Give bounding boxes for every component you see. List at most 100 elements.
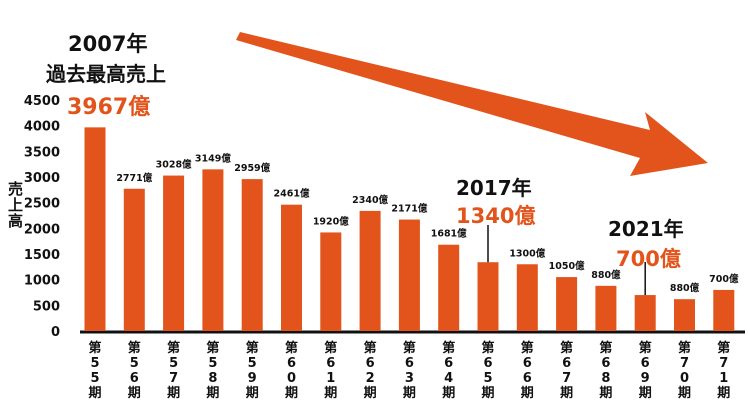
bar [163,175,185,331]
x-tick-label: 6 [562,356,571,371]
y-tick-label: 1500 [24,248,60,263]
bar [595,285,617,331]
x-tick-label: 期 [364,386,377,401]
x-tick-label: 7 [169,371,178,386]
bar [123,188,145,331]
data-label: 700億 [709,273,739,285]
bar [202,169,224,331]
x-tick-label: 期 [324,386,337,401]
annotation-2007-value: 3967億 [67,95,151,120]
bar [556,277,578,331]
x-tick-label: 期 [88,386,101,401]
bar [281,204,302,331]
x-tick-label: 期 [128,386,141,401]
data-label: 2340億 [352,194,388,206]
y-tick-label: 4000 [24,120,60,135]
annotation-2017-value: 1340億 [456,204,536,228]
x-tick-label: 期 [481,386,494,401]
data-label: 1681億 [431,228,467,240]
annotation-2021-year: 2021年 [608,217,684,241]
data-label: 1920億 [313,215,349,227]
x-tick-label: 第 [599,340,612,356]
x-tick-label: 第 [128,340,141,356]
y-tick-label: 500 [33,299,60,314]
data-label: 2771億 [116,172,152,184]
y-tick-label: 1000 [24,274,60,289]
x-tick-label: 9 [248,371,257,386]
data-label: 2959億 [234,162,270,174]
x-tick-label: 第 [206,340,219,356]
annotation-2007-sub: 過去最高売上 [46,62,166,86]
x-tick-label: 第 [481,340,494,356]
x-tick-label: 期 [678,386,691,401]
y-tick-label: 3000 [24,171,60,186]
data-label: 1050億 [549,260,585,272]
x-tick-label: 6 [523,356,532,371]
x-tick-label: 5 [90,371,99,386]
x-tick-label: 第 [167,340,180,356]
x-tick-label: 6 [287,356,296,371]
bar [84,127,106,332]
x-tick-label: 第 [364,340,377,356]
data-label: 2171億 [391,203,427,215]
x-tick-label: 第 [246,340,259,356]
x-tick-label: 8 [208,371,217,386]
bar [634,295,656,331]
bar [398,219,420,331]
x-tick-label: 期 [599,386,612,401]
trend-arrow [236,32,708,176]
x-tick-label: 5 [248,356,257,371]
x-tick-label: 第 [678,340,691,356]
x-tick-label: 6 [366,356,375,371]
x-tick-label: 期 [717,386,730,401]
y-tick-label: 0 [51,325,60,340]
x-tick-label: 8 [601,371,610,386]
x-tick-label: 期 [285,386,298,401]
x-tick-label: 7 [562,371,571,386]
x-tick-label: 期 [639,386,652,401]
x-tick-label: 6 [130,371,139,386]
x-tick-label: 期 [521,386,534,401]
bar [713,289,735,331]
x-tick-label: 期 [442,386,455,401]
bar [477,262,499,331]
x-tick-label: 6 [326,356,335,371]
x-tick-label: 0 [680,371,689,386]
annotation-2007-year: 2007年 [68,32,148,56]
data-label: 2461億 [274,188,310,200]
x-tick-label: 6 [483,356,492,371]
x-tick-label: 期 [206,386,219,401]
x-tick-label: 6 [444,356,453,371]
x-tick-label: 第 [442,340,455,356]
x-tick-label: 9 [641,371,650,386]
x-tick-label: 第 [324,340,337,356]
y-axis-label: 売上高 [6,181,24,229]
x-tick-label: 6 [405,356,414,371]
x-tick-label: 6 [601,356,610,371]
x-tick-label: 第 [560,340,573,356]
annotation-2021-value: 700億 [616,247,681,271]
bar [320,232,342,331]
data-label: 1300億 [509,247,545,259]
x-tick-label: 期 [560,386,573,401]
x-tick-label: 1 [326,371,335,386]
x-tick-label: 第 [639,340,652,356]
x-tick-label: 期 [403,386,416,401]
x-tick-label: 期 [167,386,180,401]
y-tick-label: 4500 [24,94,60,109]
x-tick-label: 3 [405,371,414,386]
bar [359,210,381,331]
x-tick-label: 6 [641,356,650,371]
data-label: 3028億 [156,159,192,171]
x-tick-label: 7 [719,356,728,371]
x-tick-label: 4 [444,371,453,386]
x-tick-label: 第 [403,340,416,356]
x-tick-label: 5 [483,371,492,386]
x-tick-label: 1 [719,371,728,386]
y-tick-label: 3500 [24,145,60,160]
x-tick-label: 期 [246,386,259,401]
data-label: 3149億 [195,152,231,164]
data-label: 880億 [670,282,700,294]
data-label: 880億 [591,269,621,281]
